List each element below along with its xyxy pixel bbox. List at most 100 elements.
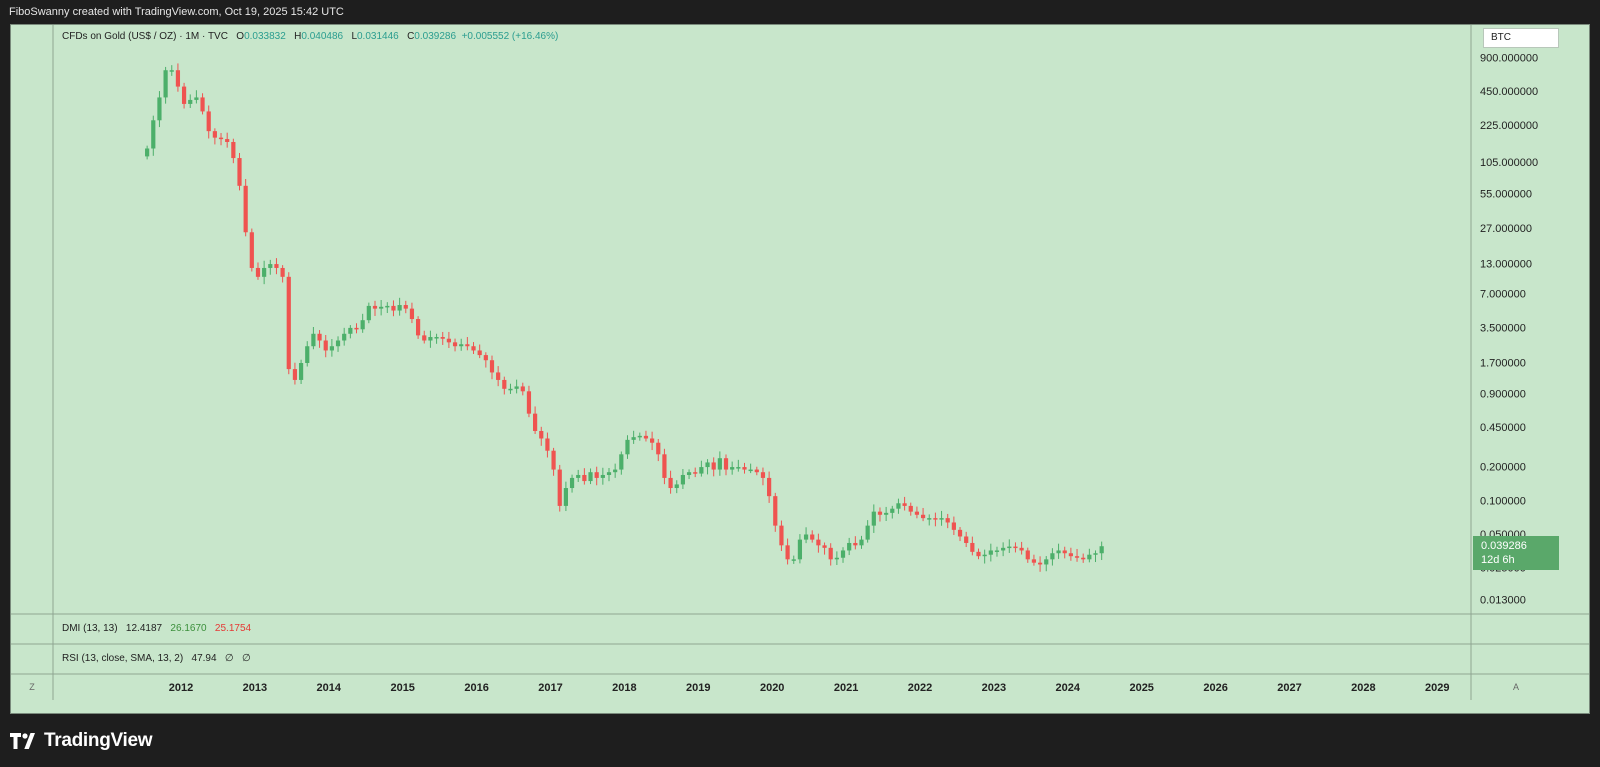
symbol-name[interactable]: CFDs on Gold (US$ / OZ) · 1M · TVC (62, 31, 228, 42)
candle (249, 228, 254, 272)
time-axis-label: 2017 (538, 682, 562, 694)
candle-body (723, 458, 729, 470)
candle-body (945, 518, 950, 523)
dmi-legend[interactable]: DMI (13, 13) 12.4187 26.1670 25.1754 (62, 623, 251, 634)
candle (212, 128, 217, 145)
candle-body (317, 333, 322, 341)
candle (693, 467, 698, 478)
candle-body (1013, 546, 1018, 549)
candle (403, 300, 408, 314)
candle-body (514, 386, 519, 389)
candle-body (717, 458, 722, 470)
candle-body (933, 518, 938, 520)
candle (1031, 554, 1037, 566)
candle (157, 91, 162, 128)
candle-body (181, 86, 187, 104)
candle (680, 469, 686, 490)
candle (206, 105, 211, 139)
candle (557, 464, 562, 512)
candle-body (884, 512, 889, 515)
candle-body (520, 386, 525, 392)
candle-body (1019, 547, 1024, 551)
candle (1019, 541, 1024, 555)
candle-body (1001, 547, 1006, 551)
candle-body (551, 450, 556, 470)
time-axis-label: 2014 (317, 682, 342, 694)
candle (465, 337, 470, 351)
candle (1099, 541, 1104, 561)
candle (588, 468, 593, 485)
candle-body (668, 477, 673, 489)
candle (151, 115, 156, 156)
rsi-legend[interactable]: RSI (13, close, SMA, 13, 2) 47.94 ∅ ∅ (62, 653, 251, 664)
candle (533, 406, 538, 435)
candle (459, 338, 464, 351)
candle-body (366, 305, 371, 321)
close-value: 0.039286 (414, 31, 457, 42)
candle-body (730, 467, 735, 470)
candle-body (619, 454, 624, 470)
candle (933, 512, 938, 527)
candle-body (169, 70, 174, 72)
candle (834, 551, 839, 565)
rsi-label[interactable]: RSI (13, close, SMA, 13, 2) (62, 653, 184, 664)
candle-body (200, 97, 205, 112)
candle (736, 459, 741, 472)
candle (951, 516, 956, 535)
chart-frame[interactable] (10, 24, 1590, 714)
candle-body (1093, 553, 1098, 555)
candle-body (785, 545, 790, 560)
price-axis-label: 900.000000 (1480, 53, 1538, 65)
candle-body (379, 306, 384, 309)
candle (773, 492, 778, 532)
candle (415, 316, 421, 339)
time-axis-label: 2026 (1203, 682, 1227, 694)
candle (1074, 548, 1080, 562)
candle-body (354, 327, 359, 330)
candle-body (803, 534, 809, 540)
candle (662, 448, 667, 485)
candle (188, 94, 193, 108)
candle-body (1007, 546, 1012, 549)
candle (939, 510, 944, 526)
candle (354, 323, 359, 334)
currency-selector[interactable]: BTC (1483, 28, 1559, 48)
bar-countdown: 12d 6h (1481, 554, 1515, 566)
dmi-label[interactable]: DMI (13, 13) (62, 623, 118, 634)
time-axis-label: 2015 (390, 682, 414, 694)
candle (859, 535, 864, 549)
price-axis: 900.000000 450.000000 225.000000 105.000000… (1480, 53, 1538, 607)
candle (976, 548, 981, 560)
candle (372, 300, 378, 316)
candle-body (828, 547, 833, 560)
candle (840, 547, 846, 563)
candle (619, 451, 624, 475)
auto-scale-button[interactable]: A (1512, 682, 1519, 692)
candle (471, 342, 476, 354)
symbol-header[interactable]: CFDs on Gold (US$ / OZ) · 1M · TVC O0.03… (62, 31, 558, 42)
candle (674, 480, 679, 494)
candle (920, 507, 926, 522)
candle-body (298, 363, 304, 380)
candle (957, 527, 963, 542)
candle-body (822, 545, 827, 548)
candle-body (686, 472, 692, 475)
candle (582, 468, 587, 485)
candle-body (151, 120, 156, 149)
candle-body (249, 232, 254, 268)
candle (545, 432, 550, 458)
time-axis-label: 2025 (1129, 682, 1153, 694)
time-axis-label: 2027 (1277, 682, 1301, 694)
price-axis-label: 55.000000 (1480, 188, 1532, 200)
candle-body (705, 462, 710, 468)
candle-body (613, 469, 618, 473)
candle (1056, 543, 1061, 559)
candle-body (797, 539, 803, 560)
candle-series (145, 63, 1104, 572)
candle (902, 496, 907, 511)
high-value: 0.040486 (301, 31, 344, 42)
candle (1093, 550, 1098, 563)
candle-body (274, 264, 279, 268)
zoom-reset-button[interactable]: Z (29, 682, 35, 692)
